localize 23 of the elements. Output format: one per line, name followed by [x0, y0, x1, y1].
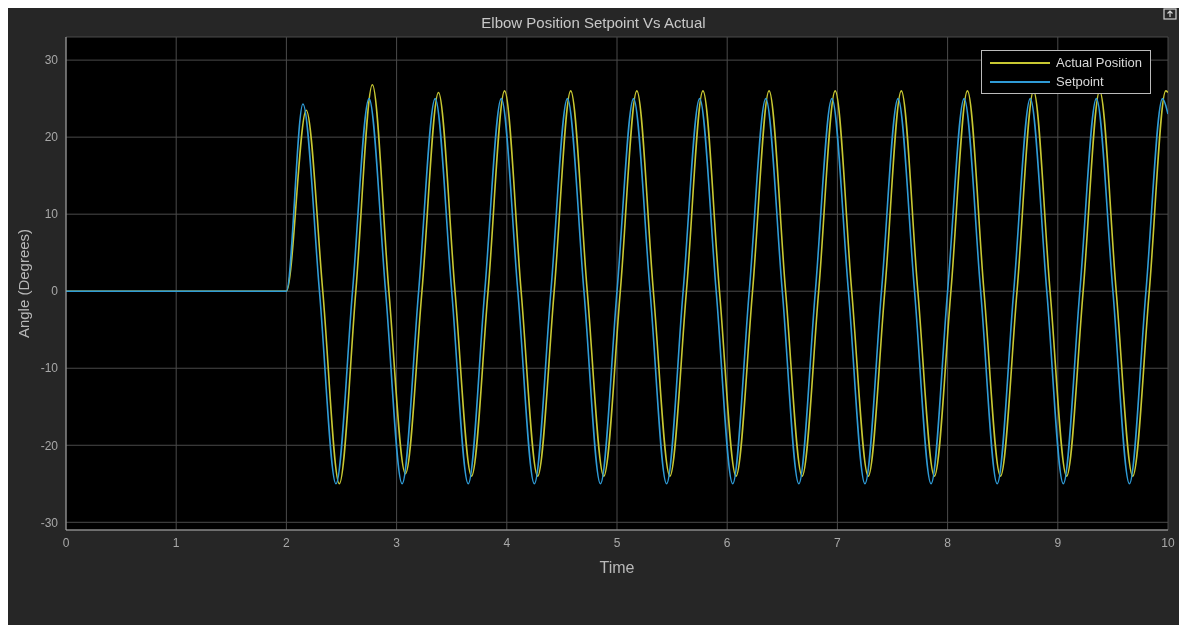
- x-tick-label: 7: [834, 535, 842, 550]
- y-tick-label: -30: [40, 515, 59, 530]
- legend-label: Setpoint: [1056, 73, 1104, 91]
- x-tick-label: 4: [503, 535, 511, 550]
- chart-title: Elbow Position Setpoint Vs Actual: [480, 14, 707, 31]
- x-tick-label: 9: [1054, 535, 1062, 550]
- x-axis-title: Time: [599, 559, 635, 576]
- x-tick-label: 5: [613, 535, 621, 550]
- y-tick-label: 10: [44, 207, 59, 222]
- x-tick-label: 1: [172, 535, 180, 550]
- y-tick-label: -10: [40, 361, 59, 376]
- legend-label: Actual Position: [1056, 54, 1142, 72]
- x-tick-label: 2: [283, 535, 291, 550]
- x-tick-label: 8: [944, 535, 952, 550]
- x-tick-label: 3: [393, 535, 401, 550]
- y-tick-label: -20: [40, 438, 59, 453]
- x-tick-label: 0: [62, 535, 70, 550]
- y-tick-label: 20: [44, 130, 59, 145]
- x-tick-label: 6: [723, 535, 731, 550]
- y-axis-title: Angle (Degrees): [15, 228, 33, 339]
- x-tick-label: 10: [1161, 535, 1175, 550]
- y-tick-label: 30: [44, 53, 59, 68]
- y-tick-label: 0: [51, 284, 59, 299]
